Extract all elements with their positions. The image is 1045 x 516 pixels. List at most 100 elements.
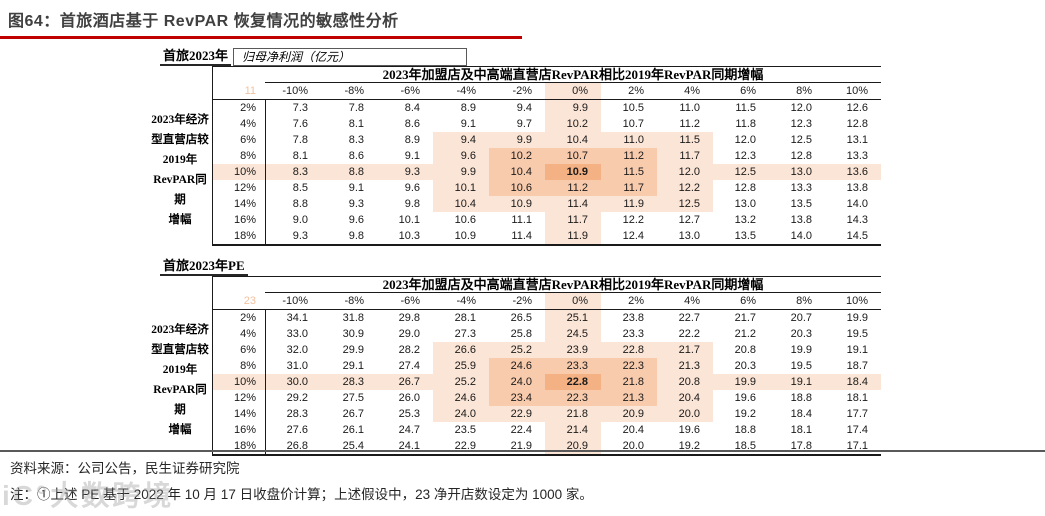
data-cell: 13.0 — [678, 230, 700, 242]
data-cell: 21.4 — [545, 422, 601, 438]
data-cell: 29.2 — [265, 390, 321, 406]
row-header: 18% — [233, 440, 256, 452]
data-cell: 22.9 — [454, 440, 476, 452]
data-cell: 9.1 — [348, 182, 364, 194]
data-cell: 19.9 — [846, 312, 868, 324]
data-cell: 20.3 — [790, 328, 812, 340]
data-cell: 12.8 — [734, 182, 756, 194]
data-cell: 10.4 — [545, 132, 601, 148]
col-header: 2% — [628, 295, 644, 307]
data-cell: 26.1 — [342, 424, 364, 436]
row-axis-title-line: 型直营店较 — [151, 344, 209, 356]
row-header: 18% — [233, 230, 256, 242]
data-cell: 28.2 — [398, 344, 420, 356]
data-cell: 24.0 — [489, 374, 545, 390]
data-cell: 32.0 — [265, 342, 321, 358]
data-cell: 9.9 — [545, 100, 601, 116]
data-cell: 8.6 — [404, 118, 420, 130]
data-cell: 12.8 — [846, 118, 868, 130]
table-row: 4% 33.0 30.9 29.0 27.3 25.8 24.5 23.3 22.2 21.2 20… — [213, 326, 881, 342]
data-cell: 10.7 — [545, 148, 601, 164]
data-cell: 12.5 — [657, 196, 713, 212]
data-cell: 24.6 — [433, 390, 489, 406]
data-cell: 23.3 — [622, 328, 644, 340]
sensitivity-table-pe: 首旅2023年PE 2023年经济 型直营店较 2019年 RevPAR同期 增幅 20… — [148, 258, 881, 456]
column-group-header: 2023年加盟店及中高端直营店RevPAR相比2019年RevPAR同期增幅 — [265, 277, 881, 293]
row-header: 10% — [213, 164, 265, 180]
table-row: 6% 7.8 8.3 8.9 9.4 9.9 10.4 11.0 11.5 12.0 12.5 13.… — [213, 132, 881, 148]
data-cell: 29.8 — [398, 312, 420, 324]
title-underline-rule — [0, 36, 522, 39]
data-cell: 12.0 — [657, 164, 713, 180]
data-cell: 8.3 — [265, 164, 321, 180]
col-header: 10% — [845, 295, 868, 307]
data-cell: 19.1 — [846, 344, 868, 356]
data-cell: 13.0 — [769, 164, 825, 180]
data-cell: 12.4 — [622, 230, 644, 242]
data-cell: 29.1 — [342, 360, 364, 372]
data-cell: 11.4 — [545, 196, 601, 212]
data-cell: 14.3 — [846, 214, 868, 226]
table-caption-row: 首旅2023年PE — [148, 258, 881, 276]
table-row: 10% 8.3 8.8 9.3 9.9 10.4 10.9 11.5 12.0 12.5 13.0 1… — [213, 164, 881, 180]
data-cell: 11.5 — [735, 102, 756, 114]
data-cell: 10.7 — [622, 118, 644, 130]
col-header: -8% — [344, 295, 364, 307]
table-row: 14% 28.3 26.7 25.3 24.0 22.9 21.8 20.9 20.0 19.2 1… — [213, 406, 881, 422]
data-cell: 30.9 — [342, 328, 364, 340]
row-header: 2% — [240, 102, 256, 114]
col-header: -4% — [456, 85, 476, 97]
col-header: 6% — [740, 85, 756, 97]
col-header: 0% — [545, 293, 601, 309]
data-cell: 21.3 — [601, 390, 657, 406]
data-cell: 18.1 — [846, 392, 868, 404]
data-cell: 20.0 — [657, 406, 713, 422]
data-cell: 17.4 — [846, 424, 868, 436]
row-axis-title-line: RevPAR同期 — [153, 384, 207, 416]
data-cell: 23.5 — [454, 424, 476, 436]
row-header: 4% — [240, 118, 256, 130]
data-cell: 11.7 — [657, 148, 713, 164]
table-grid: 2023年加盟店及中高端直营店RevPAR相比2019年RevPAR同期增幅 11… — [212, 66, 881, 246]
data-cell: 21.2 — [734, 328, 756, 340]
data-cell: 19.2 — [734, 408, 756, 420]
data-cell: 25.2 — [489, 342, 545, 358]
data-cell: 8.4 — [404, 102, 420, 114]
data-cell: 17.1 — [846, 440, 868, 452]
data-cell: 10.4 — [433, 196, 489, 212]
data-cell: 30.0 — [265, 374, 321, 390]
data-cell: 12.5 — [790, 134, 812, 146]
data-cell: 20.4 — [657, 390, 713, 406]
data-cell: 7.3 — [265, 100, 321, 116]
col-header: 2% — [628, 85, 644, 97]
col-header: 8% — [796, 295, 812, 307]
footer-separator-rule — [0, 450, 1045, 452]
data-cell: 11.2 — [545, 180, 601, 196]
data-cell: 7.8 — [348, 102, 364, 114]
table-row: 16% 27.6 26.1 24.7 23.5 22.4 21.4 20.4 19.6 18.8 1… — [213, 422, 881, 438]
row-axis-title-line: RevPAR同期 — [153, 174, 207, 206]
data-cell: 10.6 — [454, 214, 476, 226]
row-axis-title-line: 2023年经济 — [151, 324, 209, 336]
row-header: 14% — [233, 408, 256, 420]
table-row: 8% 31.0 29.1 27.4 25.9 24.6 23.3 22.3 21.3 20.3 19… — [213, 358, 881, 374]
data-cell: 12.6 — [846, 102, 868, 114]
data-cell: 13.1 — [846, 134, 868, 146]
data-cell: 8.6 — [348, 150, 364, 162]
table-row: 8% 8.1 8.6 9.1 9.6 10.2 10.7 11.2 11.7 12.3 12.8 13… — [213, 148, 881, 164]
data-cell: 8.1 — [265, 148, 321, 164]
data-cell: 26.6 — [433, 342, 489, 358]
data-cell: 9.7 — [516, 118, 532, 130]
data-cell: 21.8 — [545, 406, 601, 422]
data-cell: 23.3 — [545, 358, 601, 374]
data-cell: 26.0 — [398, 392, 420, 404]
data-cell: 19.6 — [678, 424, 700, 436]
row-header: 12% — [233, 182, 256, 194]
data-cell: 12.2 — [622, 214, 644, 226]
data-cell: 13.8 — [790, 214, 812, 226]
data-cell: 17.8 — [790, 440, 812, 452]
table-caption: 首旅2023年 — [160, 48, 232, 66]
col-header: -6% — [400, 295, 420, 307]
data-cell: 12.3 — [734, 150, 756, 162]
data-cell: 9.9 — [433, 164, 489, 180]
